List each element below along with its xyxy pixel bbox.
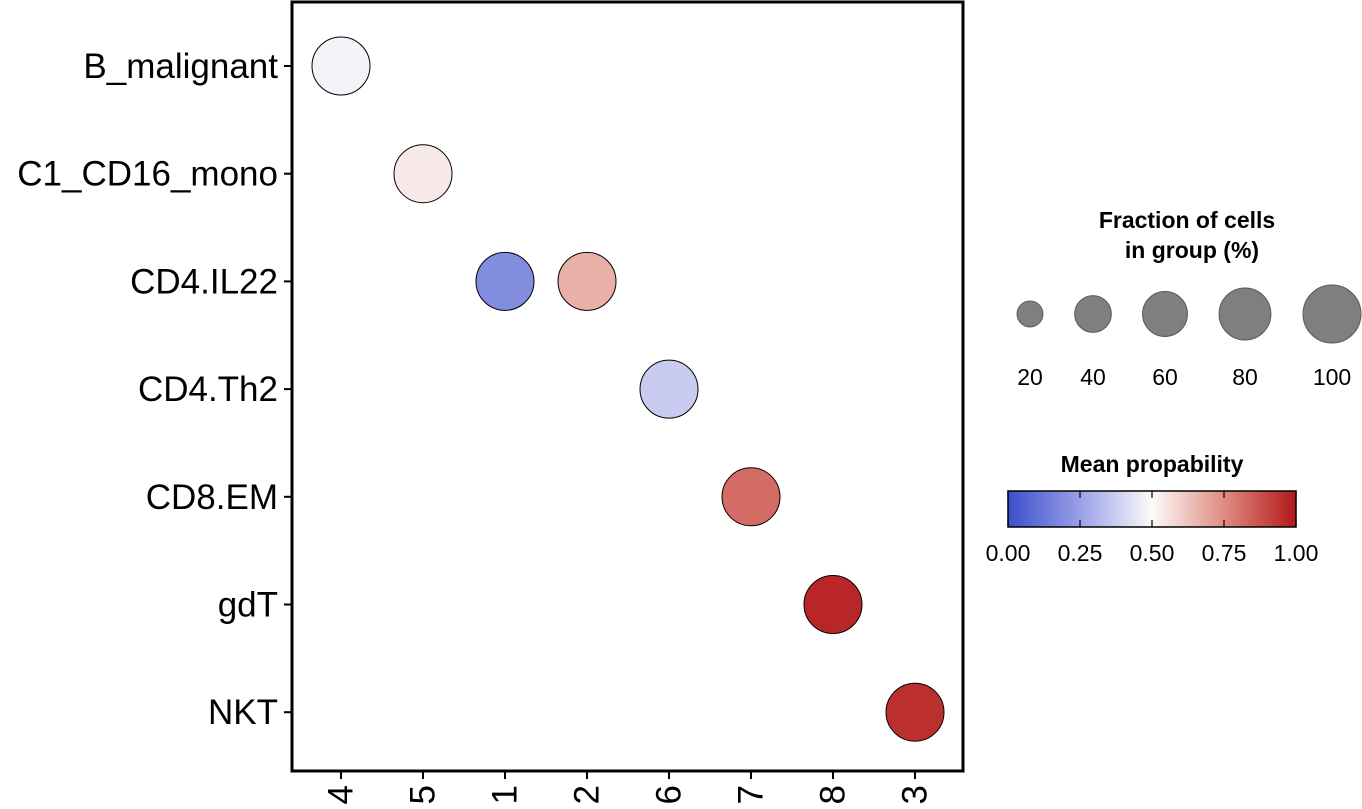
color-legend-label-0-25: 0.25 bbox=[1058, 540, 1103, 566]
x-axis: 4 5 1 2 6 7 8 3 bbox=[322, 771, 935, 804]
size-legend-label-40: 40 bbox=[1080, 364, 1106, 390]
y-tick-label-gdt: gdT bbox=[218, 586, 278, 625]
color-legend-label-0-50: 0.50 bbox=[1130, 540, 1175, 566]
dot-cd8-em-7 bbox=[721, 467, 781, 527]
dot-cd4-il22-1 bbox=[475, 251, 535, 311]
x-tick-label-3: 3 bbox=[896, 785, 935, 804]
dot-b-malignant-4 bbox=[311, 36, 371, 96]
x-tick-label-5: 5 bbox=[404, 785, 443, 804]
color-legend-label-0-75: 0.75 bbox=[1202, 540, 1247, 566]
y-tick-label-cd4-il22: CD4.IL22 bbox=[130, 262, 278, 301]
size-legend-dot-80 bbox=[1218, 287, 1272, 341]
dot-cd4-il22-2 bbox=[557, 251, 617, 311]
size-legend-title-line2: in group (%) bbox=[1125, 237, 1259, 263]
color-legend: Mean propability 0.00 0.25 0.50 0.75 1.00 bbox=[986, 451, 1319, 566]
dot-gdt-8 bbox=[803, 575, 863, 634]
size-legend-title-line1: Fraction of cells bbox=[1099, 207, 1275, 233]
x-tick-label-2: 2 bbox=[568, 785, 607, 804]
color-legend-title: Mean propability bbox=[1061, 451, 1244, 477]
color-legend-label-1-00: 1.00 bbox=[1274, 540, 1319, 566]
size-legend-dot-40 bbox=[1074, 295, 1112, 333]
size-legend-label-60: 60 bbox=[1152, 364, 1178, 390]
y-tick-label-cd4-th2: CD4.Th2 bbox=[138, 370, 278, 409]
x-tick-label-4: 4 bbox=[322, 785, 361, 804]
size-legend-label-20: 20 bbox=[1017, 364, 1043, 390]
size-legend-label-100: 100 bbox=[1313, 364, 1351, 390]
color-legend-label-0-00: 0.00 bbox=[986, 540, 1031, 566]
size-legend: Fraction of cells in group (%) 20 40 60 80 100 bbox=[1016, 207, 1362, 390]
dot-cd4-th2-6 bbox=[639, 359, 699, 419]
x-tick-label-8: 8 bbox=[814, 785, 853, 804]
size-legend-dot-20 bbox=[1016, 300, 1044, 328]
x-tick-label-1: 1 bbox=[486, 785, 525, 804]
y-tick-label-c1-cd16-mono: C1_CD16_mono bbox=[17, 155, 278, 194]
y-tick-label-cd8-em: CD8.EM bbox=[146, 478, 278, 517]
size-legend-dot-100 bbox=[1302, 284, 1362, 344]
dot-c1-cd16-mono-5 bbox=[393, 144, 453, 204]
data-points bbox=[311, 36, 945, 742]
y-tick-label-nkt: NKT bbox=[208, 693, 278, 732]
x-tick-label-6: 6 bbox=[650, 785, 689, 804]
plot-panel bbox=[290, 0, 965, 773]
x-tick-label-7: 7 bbox=[732, 785, 771, 804]
size-legend-dot-60 bbox=[1142, 291, 1188, 337]
dot-nkt-3 bbox=[885, 682, 945, 742]
y-tick-label-b-malignant: B_malignant bbox=[83, 47, 278, 86]
y-axis: B_malignant C1_CD16_mono CD4.IL22 CD4.Th2 CD… bbox=[17, 47, 292, 732]
size-legend-label-80: 80 bbox=[1232, 364, 1258, 390]
